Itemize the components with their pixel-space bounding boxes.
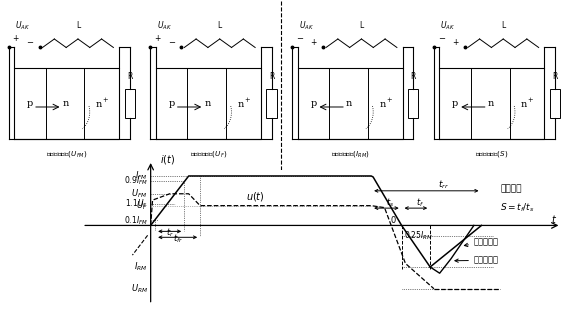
Text: n$^+$: n$^+$ [237,97,251,110]
Text: 0: 0 [391,216,396,225]
Text: R: R [127,72,133,81]
Text: $t_{fr}$: $t_{fr}$ [172,233,183,245]
Text: $t_f$: $t_f$ [416,196,424,209]
Text: +: + [154,35,161,44]
Text: n: n [346,99,352,108]
Text: R: R [411,72,416,81]
Text: 快而软恢复: 快而软恢复 [464,237,499,246]
Bar [266,89,277,118]
Text: n: n [488,99,494,108]
Text: +: + [310,38,317,47]
Bar [14,68,119,139]
Text: −: − [168,38,175,47]
Text: $t$: $t$ [551,213,557,225]
Text: $U_{AK}$: $U_{AK}$ [15,19,30,32]
Text: $U_{AK}$: $U_{AK}$ [299,19,314,32]
Text: 软度因子: 软度因子 [501,184,522,193]
Text: n$^+$: n$^+$ [521,97,535,110]
Text: $U_F$: $U_F$ [136,199,147,212]
Text: $0.9I_{FM}$: $0.9I_{FM}$ [124,175,147,187]
Text: L: L [359,21,363,30]
Text: n: n [62,99,69,108]
Text: $U_{AK}$: $U_{AK}$ [157,19,172,32]
Text: $1.1U_F$: $1.1U_F$ [125,198,147,210]
Text: $t_{rr}$: $t_{rr}$ [438,179,449,191]
Text: $t_r$: $t_r$ [166,227,174,239]
Text: p: p [310,99,316,108]
Text: p: p [452,99,458,108]
Text: L: L [76,21,80,30]
Text: −: − [296,35,303,44]
Bar [125,89,135,118]
Text: 反向恢复末期($S$): 反向恢复末期($S$) [475,149,509,159]
Text: R: R [269,72,274,81]
Text: $U_{RM}$: $U_{RM}$ [130,283,147,295]
Text: p: p [168,99,175,108]
Text: $S = t_f/t_s$: $S = t_f/t_s$ [501,202,535,214]
Text: $U_{AK}$: $U_{AK}$ [441,19,455,32]
Text: $t_s$: $t_s$ [387,196,395,209]
Text: −: − [27,38,33,47]
Text: L: L [501,21,505,30]
Text: $0.1I_{FM}$: $0.1I_{FM}$ [124,214,147,227]
Text: $I_{FM}$: $I_{FM}$ [135,170,147,182]
Text: 正向导通初期($U_{FM}$): 正向导通初期($U_{FM}$) [46,149,87,159]
Text: n: n [204,99,210,108]
Bar [298,68,403,139]
Bar [156,68,261,139]
Text: 正向导通期间($U_F$): 正向导通期间($U_F$) [190,149,227,159]
Text: n$^+$: n$^+$ [95,97,109,110]
Text: $u(t)$: $u(t)$ [246,190,264,203]
Text: 慢而硬恢复: 慢而硬恢复 [455,256,499,265]
Bar [439,68,544,139]
Text: −: − [438,35,445,44]
Text: +: + [12,35,19,44]
Text: R: R [552,72,558,81]
Text: p: p [27,99,33,108]
Text: $0.25I_{RM}$: $0.25I_{RM}$ [404,229,433,242]
Text: L: L [218,21,222,30]
Text: 反向恢复初期($I_{RM}$): 反向恢复初期($I_{RM}$) [331,149,370,159]
Text: $I_{RM}$: $I_{RM}$ [134,261,147,273]
Text: $i(t)$: $i(t)$ [160,153,175,165]
Bar [550,89,560,118]
Text: $U_{FM}$: $U_{FM}$ [131,187,147,200]
Text: +: + [452,38,459,47]
Text: n$^+$: n$^+$ [379,97,393,110]
Bar [408,89,418,118]
